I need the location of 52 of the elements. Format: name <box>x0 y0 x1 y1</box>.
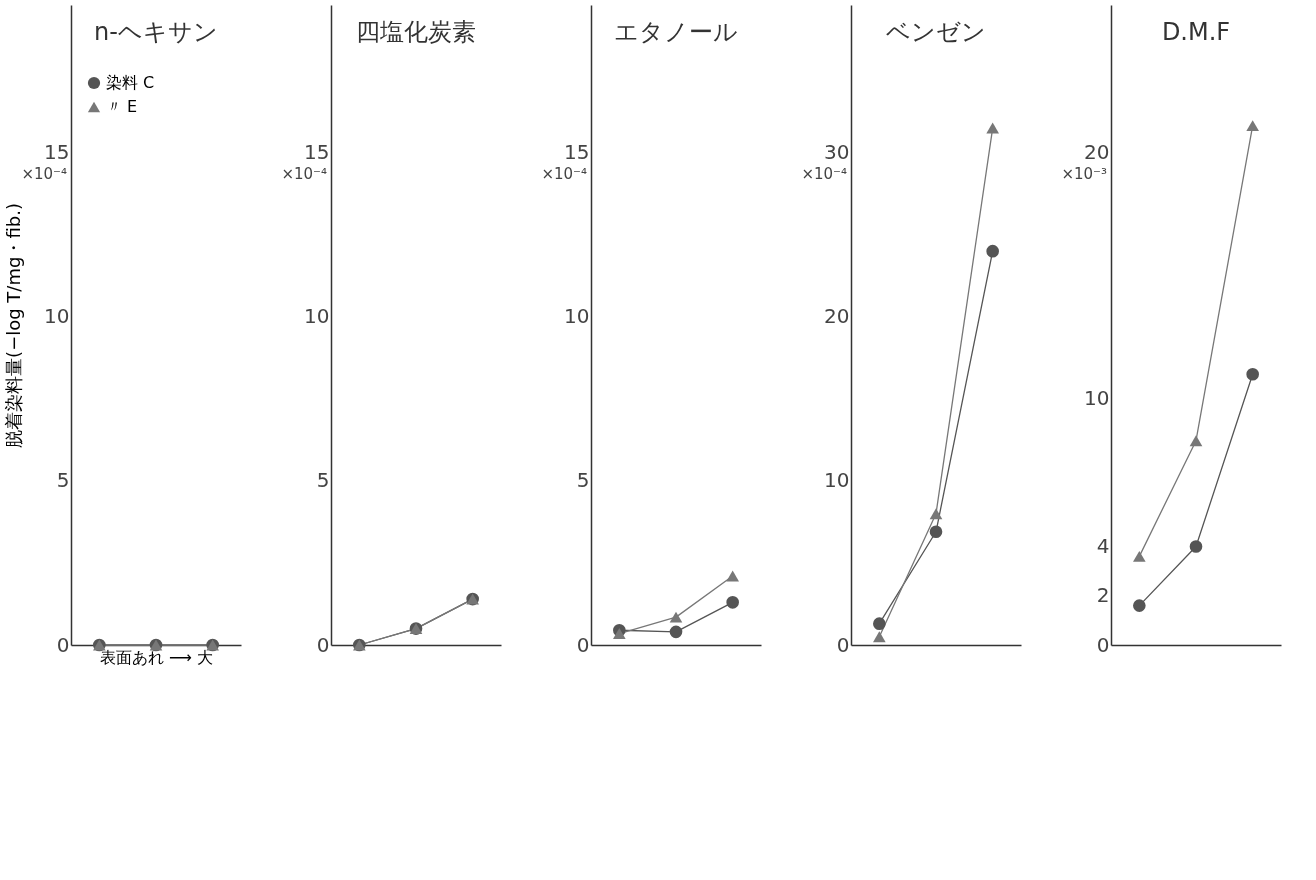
point <box>986 244 999 258</box>
text: ×10⁻⁴ <box>541 164 587 183</box>
point <box>1246 367 1259 381</box>
text: エタノール <box>614 18 738 46</box>
legend-label: 染料 C <box>106 73 155 92</box>
y-tick-label: 5 <box>576 468 590 493</box>
point <box>986 122 999 134</box>
y-tick-label: 2 <box>1096 583 1110 608</box>
y-tick-label: 5 <box>316 468 330 493</box>
point <box>1189 435 1203 447</box>
point <box>1189 540 1203 553</box>
text: ×10⁻⁴ <box>21 164 67 183</box>
y-tick-label: 10 <box>564 304 590 329</box>
y-tick-label: 5 <box>56 468 70 493</box>
y-tick-label: 20 <box>1084 140 1110 165</box>
point <box>873 617 886 630</box>
y-tick-label: 15 <box>304 140 330 165</box>
point <box>1246 120 1259 132</box>
text: D.M.F <box>1161 18 1231 46</box>
point <box>1133 550 1146 562</box>
text: n-ヘキサン <box>94 18 218 46</box>
text: ×10⁻⁴ <box>281 164 327 183</box>
text: ×10⁻⁴ <box>801 164 847 183</box>
point <box>669 625 683 639</box>
point <box>726 596 739 609</box>
point <box>929 508 943 520</box>
point <box>1133 599 1146 612</box>
text: 四塩化炭素 <box>356 18 476 46</box>
y-tick-label: 15 <box>564 140 590 165</box>
text: ベンゼン <box>886 18 986 46</box>
y-tick-label: 0 <box>836 632 850 657</box>
y-tick-label: 10 <box>1084 386 1110 411</box>
point <box>873 631 886 643</box>
point <box>613 628 626 639</box>
y-tick-label: 30 <box>824 140 850 165</box>
y-tick-label: 20 <box>824 304 850 329</box>
text: ×10⁻³ <box>1061 164 1107 183</box>
x-axis-title: 表面あれ ⟶ 大 <box>99 647 214 667</box>
point <box>726 570 739 582</box>
y-tick-label: 0 <box>56 632 70 657</box>
y-tick-label: 0 <box>316 632 330 657</box>
y-tick-label: 10 <box>824 468 850 493</box>
y-tick-label: 10 <box>304 304 330 329</box>
y-tick-label: 0 <box>576 632 590 657</box>
legend-label: 〃 E <box>106 97 138 116</box>
y-tick-label: 15 <box>44 140 70 165</box>
y-tick-label: 10 <box>44 304 70 329</box>
y-tick-label: 0 <box>1096 632 1110 657</box>
point <box>929 525 943 539</box>
y-axis-title: 脱着染料量(−log T/mg・fib.) <box>3 203 25 448</box>
y-tick-label: 4 <box>1096 534 1110 559</box>
point <box>669 611 683 623</box>
